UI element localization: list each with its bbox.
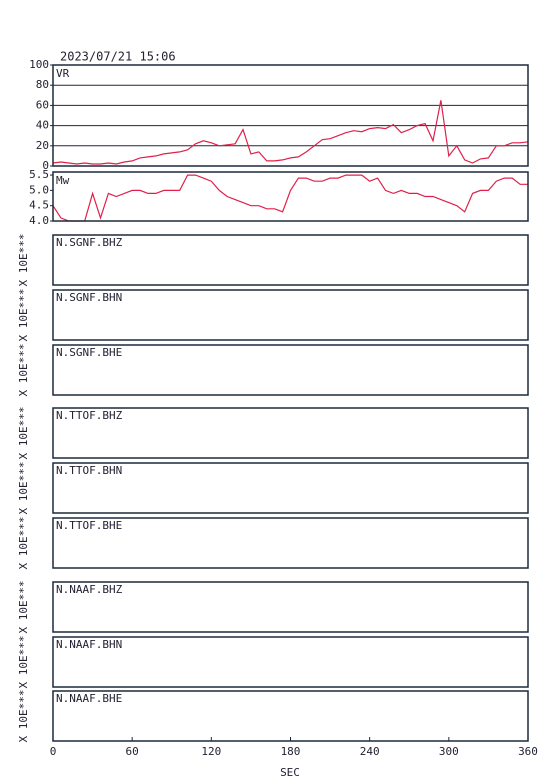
trace-scale-label: X 10E***	[17, 344, 30, 397]
data-line	[52, 174, 528, 222]
y-tick-label: 80	[36, 78, 49, 91]
y-tick-label: 20	[36, 139, 49, 152]
trace-scale-label: X 10E***	[17, 690, 30, 743]
x-axis-label: SEC	[280, 766, 300, 779]
trace-scale-label: X 10E***	[17, 407, 30, 460]
trace-label: N.NAAF.BHE	[56, 692, 122, 705]
panel-title: Mw	[56, 174, 70, 187]
panel-frame	[52, 171, 529, 222]
trace-frame	[52, 407, 529, 459]
x-tick-label: 60	[126, 745, 139, 758]
x-tick-label: 120	[201, 745, 221, 758]
trace-scale-label: X 10E***	[17, 462, 30, 515]
y-tick-label: 40	[36, 119, 49, 132]
trace-label: N.SGNF.BHE	[56, 346, 122, 359]
trace-frame	[52, 581, 529, 633]
trace-frame	[52, 690, 529, 742]
trace-frame	[52, 636, 529, 688]
y-tick-label: 5.0	[29, 183, 49, 196]
trace-frame	[52, 517, 529, 569]
trace-scale-label: X 10E***	[17, 289, 30, 342]
x-tick-label: 300	[439, 745, 459, 758]
y-tick-label: 4.5	[29, 199, 49, 212]
trace-label: N.TTOF.BHN	[56, 464, 122, 477]
trace-frame	[52, 234, 529, 286]
trace-label: N.TTOF.BHE	[56, 519, 122, 532]
y-tick-label: 4.0	[29, 214, 49, 227]
trace-label: N.SGNF.BHN	[56, 291, 122, 304]
trace-scale-label: X 10E***	[17, 636, 30, 689]
y-tick-label: 0	[42, 159, 49, 172]
trace-frame	[52, 462, 529, 514]
trace-scale-label: X 10E***	[17, 234, 30, 287]
panel-title: VR	[56, 67, 70, 80]
trace-label: N.NAAF.BHZ	[56, 583, 123, 596]
trace-label: N.TTOF.BHZ	[56, 409, 123, 422]
x-tick-label: 180	[281, 745, 301, 758]
x-tick-label: 240	[360, 745, 380, 758]
panel-frame	[52, 64, 529, 167]
trace-label: N.NAAF.BHN	[56, 638, 122, 651]
x-tick-label: 360	[518, 745, 538, 758]
trace-scale-label: X 10E***	[17, 517, 30, 570]
y-tick-label: 100	[29, 58, 49, 71]
trace-label: N.SGNF.BHZ	[56, 236, 123, 249]
timestamp: 2023/07/21 15:06	[60, 50, 176, 64]
trace-frame	[52, 344, 529, 396]
data-line	[52, 100, 529, 165]
y-tick-label: 5.5	[29, 168, 49, 181]
trace-scale-label: X 10E***	[17, 581, 30, 634]
trace-frame	[52, 289, 529, 341]
x-tick-label: 0	[50, 745, 57, 758]
y-tick-label: 60	[36, 98, 49, 111]
